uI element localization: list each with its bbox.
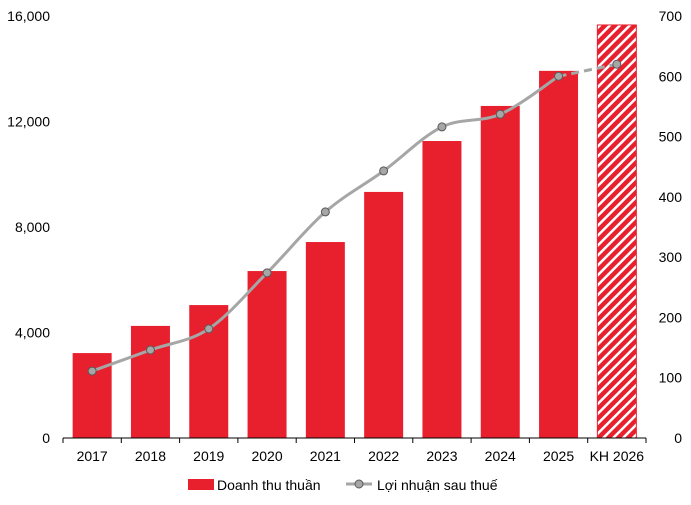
bar-2020 [247,271,287,438]
y-right-tick-label: 200 [659,309,683,325]
profit-line [87,59,622,376]
profit-marker [495,109,505,119]
bar-kh-2026 [596,24,637,439]
y-left-tick-label: 12,000 [7,114,50,130]
profit-marker [262,268,272,278]
y-right-tick-label: 400 [659,189,683,205]
x-tick-label: 2017 [77,448,108,464]
y-right-tick-label: 700 [659,8,683,24]
x-tick-label: 2020 [251,448,282,464]
profit-marker [204,324,214,334]
x-tick-label: KH 2026 [590,448,645,464]
axes: 2017 2018 2019 2020 2021 2022 2023 2024 2025 KH 2… [7,8,682,464]
legend-label-profit: Lợi nhuận sau thuế [377,477,498,493]
y-left-tick-label: 8,000 [15,219,50,235]
profit-marker [612,59,622,69]
y-left-tick-label: 0 [42,430,50,446]
y-left-tick-label: 16,000 [7,8,50,24]
profit-marker [320,207,330,217]
x-tick-label: 2025 [543,448,574,464]
legend-label-revenue: Doanh thu thuần [217,477,321,493]
x-tick-label: 2018 [135,448,166,464]
legend-swatch-profit-marker [354,479,364,489]
y-right-tick-label: 300 [659,249,683,265]
profit-marker [437,122,447,132]
profit-marker [554,71,564,81]
y-right-tick-label: 500 [659,129,683,145]
bar-2021 [305,242,345,438]
bar-2023 [422,141,462,438]
bar-2024 [480,105,520,438]
x-tick-label: 2024 [485,448,516,464]
profit-marker [145,345,155,355]
y-right-tick-label: 100 [659,370,683,386]
x-tick-label: 2022 [368,448,399,464]
y-left-tick-label: 4,000 [15,325,50,341]
y-right-tick-label: 0 [674,430,682,446]
legend: Doanh thu thuần Lợi nhuận sau thuế [188,477,498,493]
x-tick-label: 2023 [426,448,457,464]
bars [72,24,637,439]
profit-marker [87,366,97,376]
y-right-tick-label: 600 [659,68,683,84]
x-tick-label: 2019 [193,448,224,464]
x-tick-label: 2021 [310,448,341,464]
bar-2025 [539,70,579,439]
bar-2018 [130,325,170,438]
bar-2022 [364,191,404,438]
legend-swatch-revenue [188,479,214,490]
profit-marker [379,166,389,176]
